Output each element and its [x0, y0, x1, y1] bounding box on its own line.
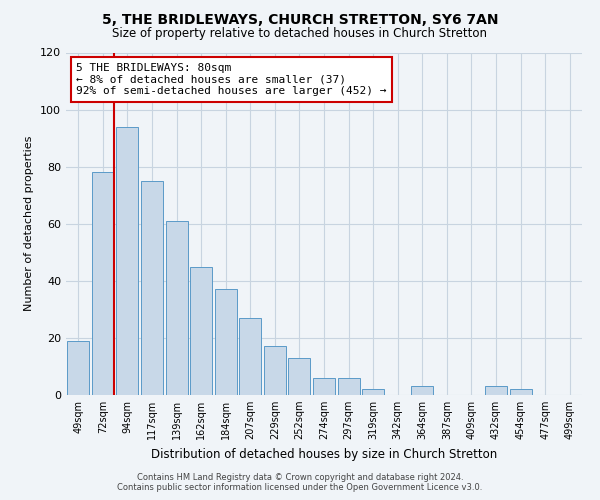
Bar — [338, 378, 359, 395]
Bar — [509, 390, 532, 395]
Bar — [190, 266, 212, 395]
Bar — [116, 126, 139, 395]
Bar — [289, 358, 310, 395]
Text: Size of property relative to detached houses in Church Stretton: Size of property relative to detached ho… — [113, 28, 487, 40]
Bar — [215, 290, 237, 395]
X-axis label: Distribution of detached houses by size in Church Stretton: Distribution of detached houses by size … — [151, 448, 497, 460]
Bar — [67, 341, 89, 395]
Text: 5 THE BRIDLEWAYS: 80sqm
← 8% of detached houses are smaller (37)
92% of semi-det: 5 THE BRIDLEWAYS: 80sqm ← 8% of detached… — [76, 63, 387, 96]
Bar — [141, 181, 163, 395]
Text: Contains HM Land Registry data © Crown copyright and database right 2024.
Contai: Contains HM Land Registry data © Crown c… — [118, 473, 482, 492]
Bar — [362, 390, 384, 395]
Bar — [264, 346, 286, 395]
Text: 5, THE BRIDLEWAYS, CHURCH STRETTON, SY6 7AN: 5, THE BRIDLEWAYS, CHURCH STRETTON, SY6 … — [102, 12, 498, 26]
Bar — [239, 318, 262, 395]
Bar — [92, 172, 114, 395]
Bar — [166, 221, 188, 395]
Y-axis label: Number of detached properties: Number of detached properties — [25, 136, 34, 312]
Bar — [411, 386, 433, 395]
Bar — [313, 378, 335, 395]
Bar — [485, 386, 507, 395]
